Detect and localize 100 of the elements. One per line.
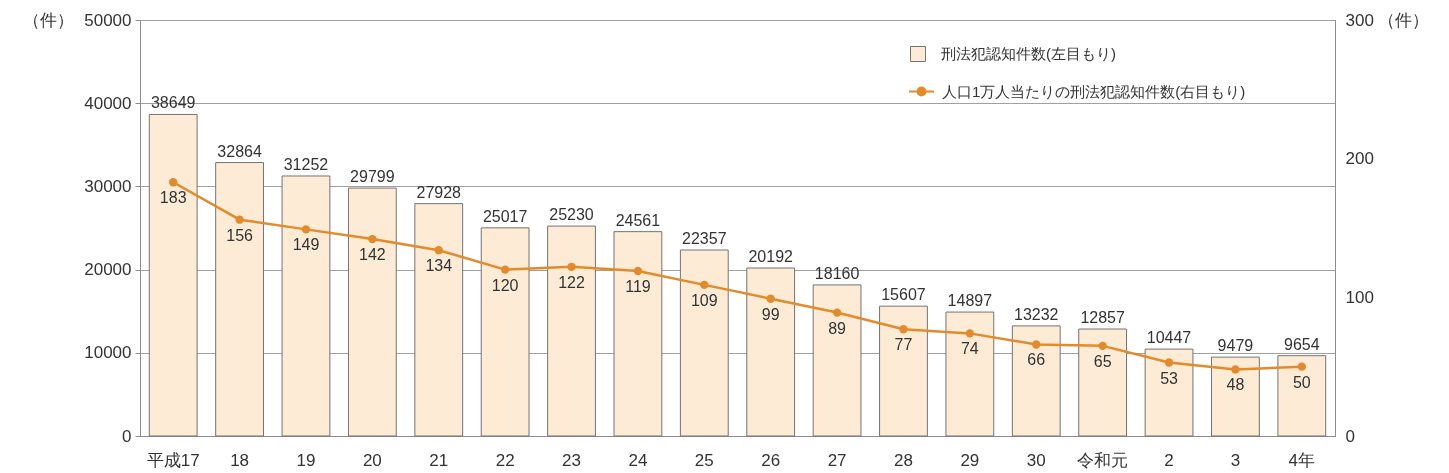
data-label: 31252 — [283, 155, 329, 173]
bar — [746, 267, 796, 437]
data-label: 25230 — [549, 206, 594, 224]
y2-tick-label: 0 — [1345, 426, 1355, 446]
y2-tick-label: 200 — [1345, 149, 1374, 169]
data-label: 9479 — [1217, 337, 1254, 355]
x-tick-label: 30 — [1026, 450, 1046, 470]
data-label: 156 — [226, 226, 254, 244]
data-label: 122 — [558, 273, 585, 291]
x-tick-label: 20 — [362, 450, 382, 470]
y-tick-label: 40000 — [84, 93, 132, 113]
x-tick-label: 24 — [628, 450, 648, 470]
data-label: 119 — [625, 277, 651, 295]
data-label: 183 — [159, 189, 187, 207]
data-label: 149 — [292, 236, 320, 254]
x-tick-label: 19 — [296, 450, 316, 470]
point — [766, 294, 775, 303]
x-tick-label: 21 — [429, 450, 449, 470]
point — [169, 178, 178, 187]
data-label: 65 — [1093, 352, 1112, 370]
data-label: 12857 — [1080, 309, 1125, 327]
point — [301, 225, 311, 234]
bar — [879, 305, 928, 437]
bar — [480, 227, 530, 437]
x-tick-label: 令和元 — [1077, 450, 1129, 470]
point — [899, 325, 908, 334]
x-tick-label: 2 — [1164, 450, 1174, 470]
data-label: 20192 — [748, 248, 794, 265]
point — [235, 215, 244, 224]
point — [567, 262, 576, 271]
bar — [1277, 355, 1327, 437]
x-tick-label: 18 — [230, 450, 250, 470]
data-label: 120 — [491, 276, 519, 294]
y2-tick-label: 100 — [1345, 287, 1374, 307]
data-label: 18160 — [814, 264, 860, 282]
bar — [347, 187, 397, 437]
bar — [945, 311, 995, 437]
point — [434, 246, 443, 255]
data-label: 13232 — [1014, 305, 1059, 323]
point — [368, 234, 377, 244]
point — [1231, 365, 1240, 374]
point — [965, 329, 975, 338]
data-label: 77 — [894, 336, 913, 354]
y-tick-label: 20000 — [84, 260, 132, 280]
data-label: 15607 — [881, 286, 926, 304]
point — [500, 265, 510, 274]
x-tick-label: 3 — [1230, 450, 1241, 470]
bar — [547, 225, 596, 437]
data-label: 142 — [359, 246, 386, 264]
bar — [1011, 325, 1061, 437]
y-tick-label: 10000 — [84, 343, 132, 363]
data-label: 48 — [1226, 376, 1245, 394]
data-label: 29799 — [350, 168, 395, 186]
bar — [1144, 348, 1194, 437]
bar — [812, 284, 862, 437]
data-label: 24561 — [615, 211, 661, 229]
y-tick-label: 50000 — [84, 10, 132, 30]
bar — [1078, 328, 1128, 437]
data-label: 74 — [960, 340, 979, 358]
data-label: 14897 — [947, 292, 993, 310]
bar — [1211, 356, 1260, 437]
point — [1098, 341, 1107, 351]
x-tick-label: 23 — [562, 450, 581, 470]
legend-label: 刑法犯認知件数(左目もり) — [941, 45, 1116, 62]
data-label: 66 — [1027, 351, 1046, 369]
data-label: 134 — [425, 257, 453, 275]
data-label: 50 — [1292, 373, 1311, 391]
bar — [414, 203, 464, 437]
data-label: 27928 — [416, 183, 462, 201]
y2-axis-title: （件） — [1377, 10, 1429, 30]
bar — [613, 231, 663, 437]
data-label: 25017 — [482, 207, 528, 225]
bar — [281, 175, 331, 437]
point — [832, 308, 842, 317]
bar — [148, 113, 198, 437]
bar — [215, 162, 264, 437]
data-label: 89 — [828, 319, 847, 337]
point — [700, 280, 709, 290]
x-tick-label: 平成17 — [146, 450, 200, 470]
data-label: 9654 — [1284, 335, 1320, 353]
x-tick-label: 28 — [894, 450, 913, 470]
x-tick-label: 22 — [495, 450, 515, 470]
y-tick-label: 0 — [122, 426, 132, 446]
x-tick-label: 27 — [827, 450, 847, 470]
data-label: 53 — [1160, 369, 1179, 387]
y-tick-label: 30000 — [84, 176, 132, 196]
x-tick-label: 29 — [960, 450, 980, 470]
y-axis-title: （件） — [22, 10, 74, 30]
data-label: 32864 — [217, 142, 262, 160]
y2-tick-label: 300 — [1345, 10, 1374, 30]
data-label: 99 — [761, 305, 780, 323]
point — [633, 266, 643, 276]
x-tick-label: 4年 — [1288, 450, 1316, 470]
legend-label: 人口1万人当たりの刑法犯認知件数(右目もり) — [942, 82, 1246, 100]
point — [1164, 358, 1174, 367]
data-label: 22357 — [682, 229, 727, 247]
point — [1297, 362, 1306, 371]
x-tick-label: 25 — [694, 450, 714, 470]
point — [1032, 340, 1041, 349]
x-tick-label: 26 — [761, 450, 781, 470]
